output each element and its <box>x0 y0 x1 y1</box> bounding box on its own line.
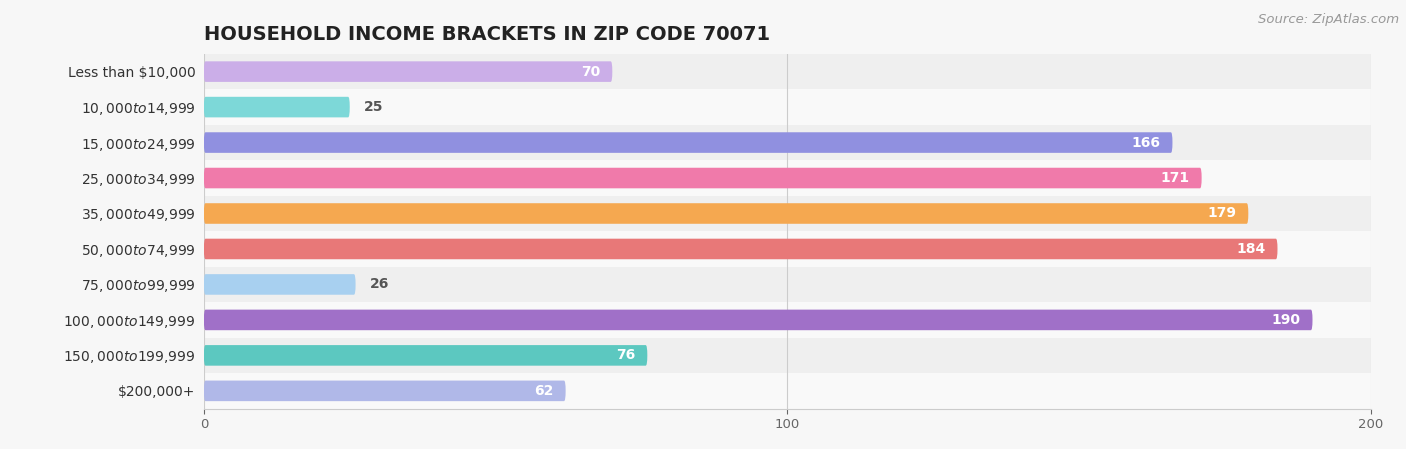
Bar <box>204 125 1371 160</box>
Text: Source: ZipAtlas.com: Source: ZipAtlas.com <box>1258 13 1399 26</box>
Text: 26: 26 <box>370 277 389 291</box>
FancyBboxPatch shape <box>204 239 1278 259</box>
Bar <box>204 231 1371 267</box>
Bar <box>204 373 1371 409</box>
Text: 62: 62 <box>534 384 554 398</box>
Bar <box>204 160 1371 196</box>
FancyBboxPatch shape <box>204 97 350 117</box>
Bar <box>204 196 1371 231</box>
FancyBboxPatch shape <box>204 62 613 82</box>
Text: 76: 76 <box>616 348 636 362</box>
FancyBboxPatch shape <box>204 132 1173 153</box>
Text: 190: 190 <box>1272 313 1301 327</box>
Text: HOUSEHOLD INCOME BRACKETS IN ZIP CODE 70071: HOUSEHOLD INCOME BRACKETS IN ZIP CODE 70… <box>204 25 770 44</box>
FancyBboxPatch shape <box>204 274 356 295</box>
Text: 179: 179 <box>1208 207 1237 220</box>
Text: 25: 25 <box>364 100 384 114</box>
Text: 184: 184 <box>1236 242 1265 256</box>
Bar <box>204 267 1371 302</box>
Bar <box>204 302 1371 338</box>
Bar <box>204 338 1371 373</box>
Text: 171: 171 <box>1161 171 1189 185</box>
Bar <box>204 89 1371 125</box>
FancyBboxPatch shape <box>204 381 565 401</box>
FancyBboxPatch shape <box>204 168 1202 188</box>
FancyBboxPatch shape <box>204 203 1249 224</box>
Text: 70: 70 <box>582 65 600 79</box>
Bar <box>204 54 1371 89</box>
Text: 166: 166 <box>1132 136 1161 150</box>
FancyBboxPatch shape <box>204 345 647 365</box>
FancyBboxPatch shape <box>204 310 1313 330</box>
